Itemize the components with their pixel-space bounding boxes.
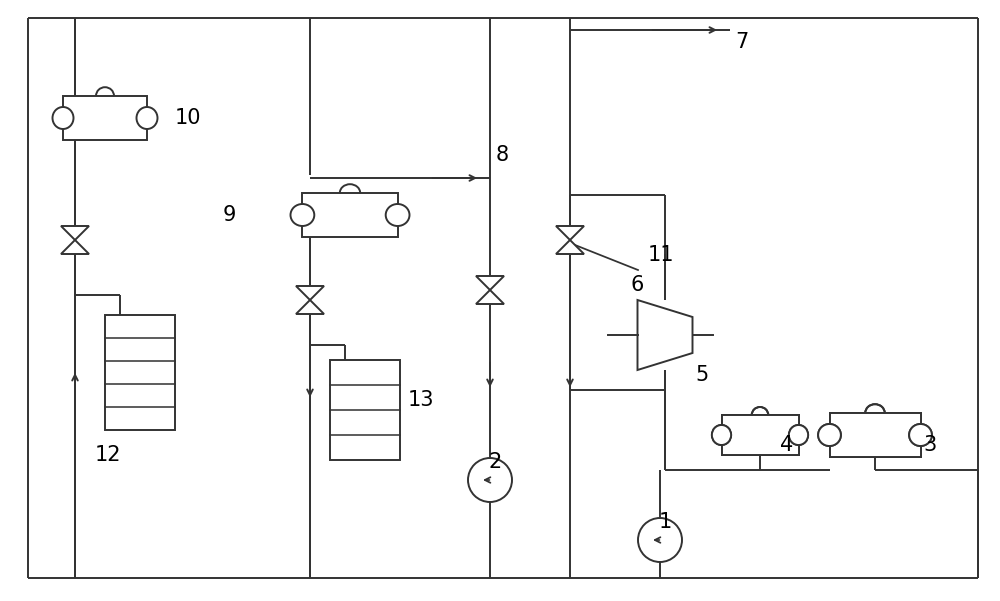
- Text: 3: 3: [923, 435, 936, 455]
- Bar: [722, 415, 798, 455]
- Ellipse shape: [712, 425, 731, 445]
- Polygon shape: [556, 226, 584, 240]
- Circle shape: [638, 518, 682, 562]
- Text: 10: 10: [175, 108, 202, 128]
- Ellipse shape: [909, 424, 932, 446]
- Text: 1: 1: [658, 512, 672, 532]
- Polygon shape: [296, 300, 324, 314]
- Text: 11: 11: [648, 245, 674, 265]
- Ellipse shape: [909, 424, 932, 446]
- Polygon shape: [61, 240, 89, 254]
- Bar: [63, 96, 147, 140]
- Ellipse shape: [818, 424, 841, 446]
- Text: 13: 13: [408, 390, 434, 410]
- Ellipse shape: [712, 425, 731, 445]
- Ellipse shape: [789, 425, 808, 445]
- Text: 9: 9: [223, 205, 236, 225]
- Text: 2: 2: [488, 452, 502, 472]
- Bar: [302, 193, 398, 237]
- Polygon shape: [476, 276, 504, 290]
- Polygon shape: [476, 290, 504, 304]
- Text: 8: 8: [496, 145, 509, 165]
- Bar: [105, 315, 175, 430]
- Ellipse shape: [386, 204, 410, 226]
- Ellipse shape: [789, 425, 808, 445]
- Bar: [830, 413, 920, 457]
- Ellipse shape: [818, 424, 841, 446]
- Bar: [330, 360, 400, 460]
- Text: 12: 12: [95, 445, 122, 465]
- Text: 4: 4: [780, 435, 793, 455]
- Circle shape: [468, 458, 512, 502]
- Text: 7: 7: [735, 32, 748, 52]
- Polygon shape: [556, 240, 584, 254]
- Bar: [722, 415, 798, 455]
- Ellipse shape: [290, 204, 314, 226]
- Text: 6: 6: [630, 275, 643, 295]
- Ellipse shape: [52, 107, 74, 129]
- Polygon shape: [296, 286, 324, 300]
- Polygon shape: [61, 226, 89, 240]
- Bar: [830, 413, 920, 457]
- Text: 5: 5: [695, 365, 708, 385]
- Polygon shape: [638, 300, 692, 370]
- Ellipse shape: [136, 107, 158, 129]
